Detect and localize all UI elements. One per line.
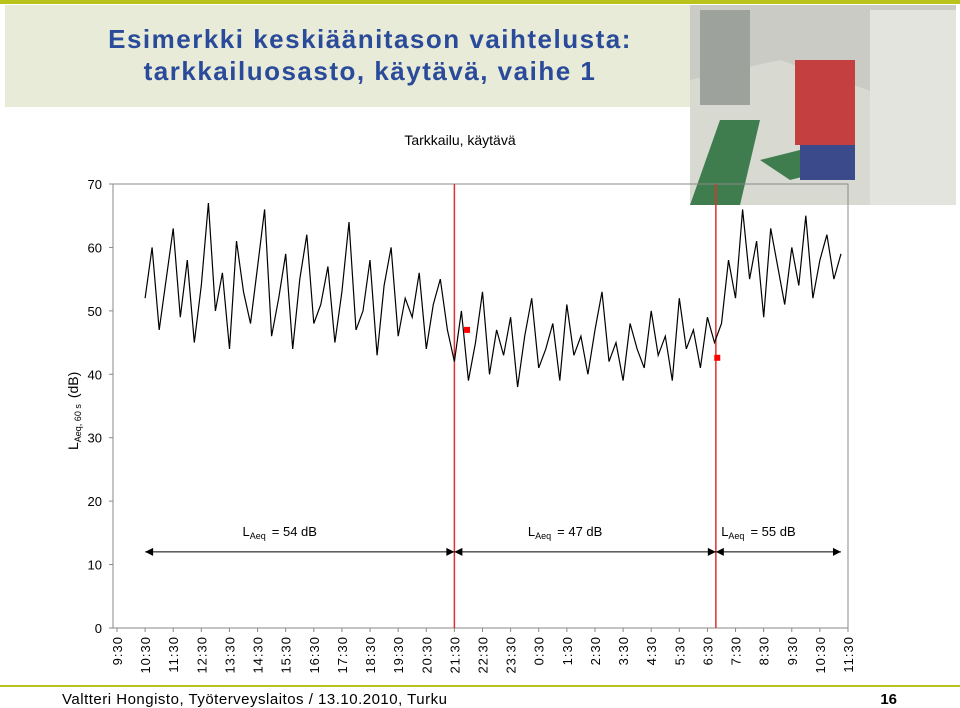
arrow-head xyxy=(145,547,154,556)
x-tick-label: 11:30 xyxy=(841,636,856,673)
x-tick-label: 4:30 xyxy=(644,636,659,665)
x-tick-label: 11:30 xyxy=(166,636,181,673)
arrow-head xyxy=(832,547,841,556)
photo-wall xyxy=(700,10,750,105)
arrow-head xyxy=(454,547,463,556)
y-axis-label: LAeq, 60 s (dB) xyxy=(65,372,83,450)
annotation-label: LAeq = 54 dB xyxy=(243,524,317,541)
x-tick-label: 8:30 xyxy=(757,636,772,665)
title-box xyxy=(5,5,690,107)
x-tick-label: 13:30 xyxy=(222,636,237,674)
series-line xyxy=(144,202,842,388)
x-tick-label: 0:30 xyxy=(532,636,547,665)
top-band xyxy=(0,0,960,4)
y-tick-label: 10 xyxy=(88,558,102,573)
footer-author: Valtteri Hongisto, Työterveyslaitos / 13… xyxy=(62,691,447,708)
x-tick-label: 2:30 xyxy=(588,636,603,665)
y-tick-label: 40 xyxy=(88,367,102,382)
annotation-label: LAeq = 55 dB xyxy=(721,524,795,541)
x-tick-label: 5:30 xyxy=(672,636,687,665)
arrow-head xyxy=(715,547,724,556)
x-tick-label: 23:30 xyxy=(504,636,519,674)
x-tick-label: 18:30 xyxy=(363,636,378,674)
annotation-sub: Aeq xyxy=(250,531,266,541)
y-tick-label: 20 xyxy=(88,494,102,509)
y-tick-label: 60 xyxy=(88,240,102,255)
x-tick-label: 3:30 xyxy=(616,636,631,665)
x-tick-label: 21:30 xyxy=(447,636,462,674)
x-tick-label: 15:30 xyxy=(279,636,294,674)
plot-frame xyxy=(112,183,849,629)
annotation-text: = 47 dB xyxy=(557,524,602,539)
x-tick-label: 17:30 xyxy=(335,636,350,674)
photo xyxy=(690,5,956,205)
x-tick-label: 19:30 xyxy=(391,636,406,674)
chart-title: Tarkkailu, käytävä xyxy=(404,132,515,148)
photo-cart xyxy=(800,145,855,180)
x-tick-label: 10:30 xyxy=(138,636,153,674)
marker xyxy=(464,326,471,333)
annotation-text: = 54 dB xyxy=(272,524,317,539)
photo-cart xyxy=(795,60,855,145)
annotation-sub: Aeq xyxy=(535,531,551,541)
x-tick-label: 10:30 xyxy=(813,636,828,674)
annotation-sub: Aeq xyxy=(728,531,744,541)
annotation-label: LAeq = 47 dB xyxy=(528,524,602,541)
arrow-head xyxy=(446,547,455,556)
x-tick-label: 14:30 xyxy=(251,636,266,674)
annotation-text: = 55 dB xyxy=(750,524,795,539)
x-tick-label: 1:30 xyxy=(560,636,575,665)
y-tick-label: 0 xyxy=(95,621,102,636)
page-number: 16 xyxy=(880,691,897,708)
x-tick-label: 16:30 xyxy=(307,636,322,674)
x-tick-label: 6:30 xyxy=(700,636,715,665)
slide-title: tarkkailuosasto, käytävä, vaihe 1 xyxy=(144,56,597,86)
annotation-main: L xyxy=(721,524,728,539)
annotation-main: L xyxy=(243,524,250,539)
y-label-unit: (dB) xyxy=(65,372,81,398)
arrow-head xyxy=(707,547,716,556)
y-tick-label: 30 xyxy=(88,431,102,446)
x-tick-label: 7:30 xyxy=(729,636,744,665)
annotation-main: L xyxy=(528,524,535,539)
x-tick-label: 12:30 xyxy=(194,636,209,674)
slide-title: Esimerkki keskiäänitason vaihtelusta: xyxy=(108,24,632,54)
x-tick-label: 9:30 xyxy=(785,636,800,665)
x-tick-label: 22:30 xyxy=(476,636,491,674)
y-label-main: L xyxy=(65,442,81,450)
marker xyxy=(714,354,721,361)
x-tick-label: 20:30 xyxy=(419,636,434,674)
y-label-sub: Aeq, 60 s xyxy=(73,404,83,443)
photo-wall xyxy=(870,10,956,205)
x-tick-label: 9:30 xyxy=(110,636,125,665)
y-tick-label: 70 xyxy=(88,177,102,192)
y-tick-label: 50 xyxy=(88,304,102,319)
